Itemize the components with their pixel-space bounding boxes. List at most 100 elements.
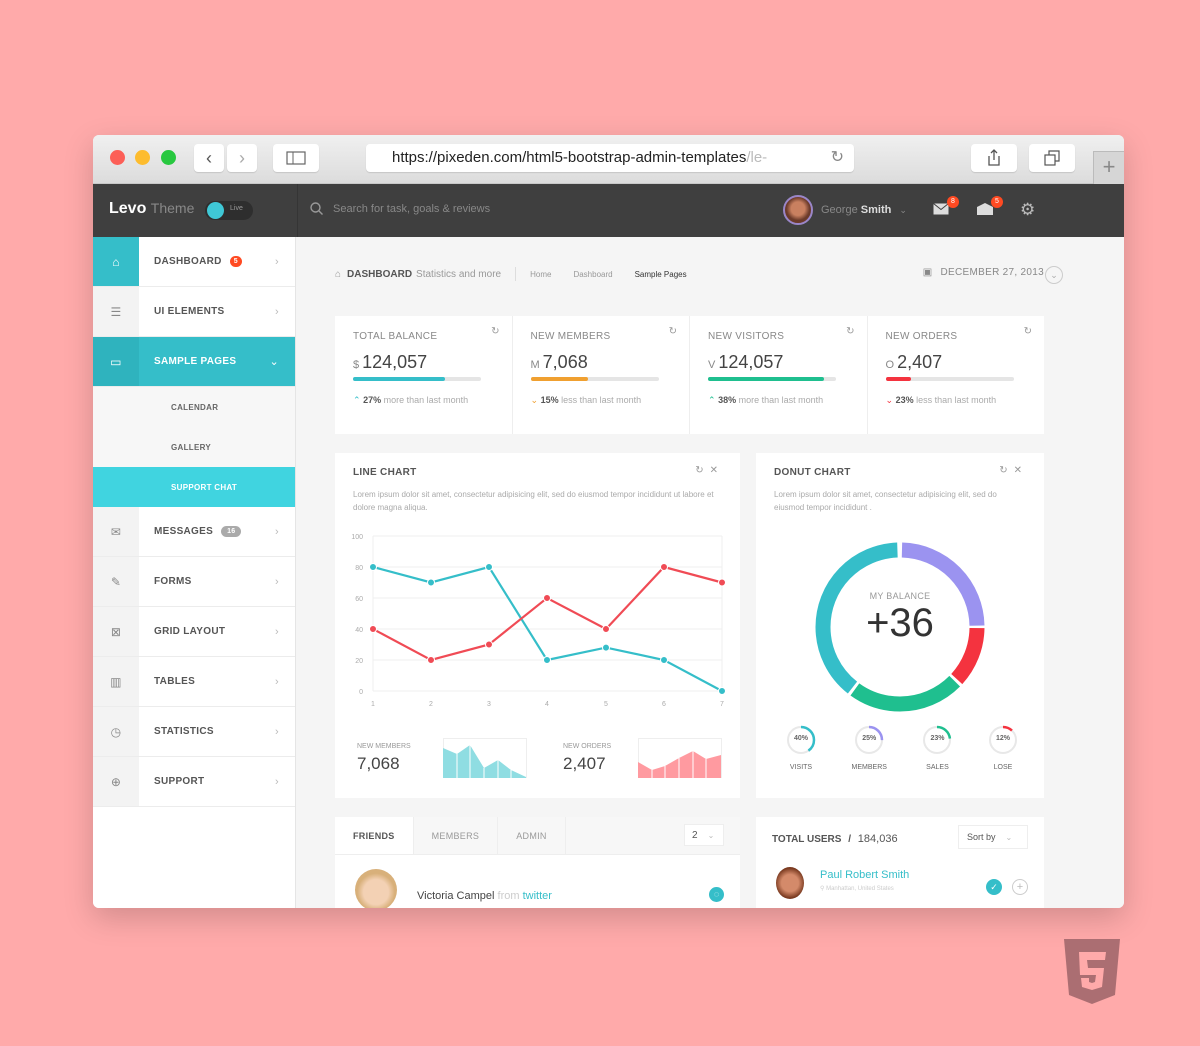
- refresh-icon[interactable]: ↻: [1023, 326, 1032, 337]
- stat-value: 124,057: [718, 352, 784, 372]
- arrow-up-icon: ⌃: [353, 395, 361, 405]
- inbox-button[interactable]: 5: [977, 196, 1003, 216]
- sidebar-item-label: SAMPLE PAGES: [154, 356, 237, 367]
- search-placeholder: Search for task, goals & reviews: [333, 202, 491, 215]
- breadcrumb-home[interactable]: Home: [530, 269, 552, 279]
- stat-total-balance: ↻ TOTAL BALANCE $124,057 ⌃ 27% more than…: [335, 316, 513, 434]
- settings-button[interactable]: ⚙: [1020, 200, 1038, 219]
- mail-icon: [933, 203, 949, 215]
- sort-by-select[interactable]: Sort by ⌄: [958, 825, 1028, 849]
- home-icon: ⌂: [335, 268, 342, 280]
- sidebar-subitem-support-chat[interactable]: SUPPORT CHAT: [93, 467, 295, 507]
- add-button[interactable]: +: [1012, 879, 1028, 895]
- calendar-icon: ▣: [922, 267, 933, 278]
- sidebar-subitem-calendar[interactable]: CALENDAR: [93, 387, 295, 427]
- sliders-icon: ☰: [93, 287, 139, 336]
- stat-value: 2,407: [897, 352, 943, 372]
- stat-pct: 38%: [718, 395, 737, 405]
- stats-row: ↻ TOTAL BALANCE $124,057 ⌃ 27% more than…: [335, 316, 1044, 434]
- ring-value: 40%: [793, 735, 808, 742]
- check-button[interactable]: ✓: [986, 879, 1002, 895]
- refresh-icon[interactable]: ↻: [695, 465, 710, 476]
- tab-members[interactable]: MEMBERS: [414, 817, 499, 854]
- new-tab-button[interactable]: +: [1093, 151, 1124, 184]
- sidebar-item-forms[interactable]: ✎ FORMS ›: [93, 557, 295, 607]
- dashboard-badge: 5: [229, 256, 242, 267]
- ring-value: 23%: [930, 735, 945, 742]
- reload-icon[interactable]: ↻: [830, 149, 844, 166]
- lifebuoy-icon: ⊕: [93, 757, 139, 806]
- live-toggle[interactable]: Live: [205, 201, 253, 220]
- tab-admin[interactable]: ADMIN: [498, 817, 566, 854]
- forward-button[interactable]: ›: [227, 144, 257, 172]
- close-icon[interactable]: ✕: [1013, 465, 1028, 476]
- back-button[interactable]: ‹: [194, 144, 224, 172]
- location-pin-icon: ⚲: [820, 886, 825, 892]
- chevron-right-icon: ›: [275, 725, 279, 738]
- stat-prefix: $: [353, 359, 360, 371]
- mini-value: 2,407: [563, 753, 606, 773]
- logo[interactable]: Levo Theme: [109, 200, 195, 217]
- sidebar-item-ui-elements[interactable]: ☰ UI ELEMENTS ›: [93, 287, 295, 337]
- mini-value: 7,068: [357, 753, 400, 773]
- page-select[interactable]: 2 ⌄: [684, 824, 724, 846]
- orders-sparkline: [638, 738, 723, 778]
- status-icon[interactable]: ◌: [709, 887, 724, 902]
- close-icon[interactable]: ✕: [709, 465, 724, 476]
- avatar: [783, 195, 813, 225]
- card-controls: ↻✕: [695, 465, 724, 476]
- sidebar-item-messages[interactable]: ✉ MESSAGES 16 ›: [93, 507, 295, 557]
- mail-badge: 8: [947, 196, 959, 208]
- refresh-icon[interactable]: ↻: [491, 326, 500, 337]
- share-button[interactable]: [971, 144, 1017, 172]
- sidebar-item-support[interactable]: ⊕ SUPPORT ›: [93, 757, 295, 807]
- svg-text:6: 6: [662, 701, 666, 708]
- sidebar-item-label: STATISTICS: [154, 726, 214, 737]
- refresh-icon[interactable]: ↻: [668, 326, 677, 337]
- sidebar-item-label: SUPPORT: [154, 776, 205, 787]
- minimize-window-button[interactable]: [135, 150, 150, 165]
- refresh-icon[interactable]: ↻: [846, 326, 855, 337]
- search-icon: [310, 202, 323, 215]
- sidebar-item-label: FORMS: [154, 576, 192, 587]
- ring-gauge: [786, 725, 816, 755]
- sidebar-item-sample-pages[interactable]: ▭ SAMPLE PAGES ⌄: [93, 337, 295, 387]
- chevron-down-icon: ⌄: [269, 356, 279, 368]
- sidebar-item-statistics[interactable]: ◷ STATISTICS ›: [93, 707, 295, 757]
- search-input[interactable]: Search for task, goals & reviews: [310, 202, 490, 215]
- maximize-window-button[interactable]: [161, 150, 176, 165]
- sidebar-item-grid-layout[interactable]: ⊠ GRID LAYOUT ›: [93, 607, 295, 657]
- members-sparkline: [442, 738, 527, 778]
- chevron-right-icon: ›: [275, 575, 279, 588]
- app-header: Levo Theme Live Search for task, goals &…: [93, 184, 1124, 237]
- donut-center: MY BALANCE +36: [810, 591, 990, 645]
- friend-source-link[interactable]: twitter: [522, 890, 552, 902]
- date-dropdown-button[interactable]: ⌄: [1045, 266, 1063, 284]
- avatar: [355, 869, 397, 908]
- sidebar-item-label: TABLES: [154, 676, 196, 687]
- user-menu[interactable]: George Smith ⌄: [783, 195, 907, 225]
- address-bar[interactable]: https://pixeden.com/html5-bootstrap-admi…: [366, 144, 854, 172]
- toggle-knob: [207, 202, 224, 219]
- progress-bar: [530, 377, 659, 381]
- mail-button[interactable]: 8: [933, 196, 959, 216]
- svg-text:1: 1: [371, 701, 375, 708]
- breadcrumb-dashboard[interactable]: Dashboard: [573, 269, 613, 279]
- tabs-button[interactable]: [1029, 144, 1075, 172]
- user-row[interactable]: Paul Robert Smith ⚲ Manhattan, United St…: [820, 869, 909, 892]
- close-window-button[interactable]: [110, 150, 125, 165]
- refresh-icon[interactable]: ↻: [999, 465, 1014, 476]
- sidebar-subitem-gallery[interactable]: GALLERY: [93, 427, 295, 467]
- stat-new-visitors: ↻ NEW VISITORS V 124,057 ⌃ 38% more than …: [690, 316, 868, 434]
- main-content: ⌂ DASHBOARD Statistics and more Home Das…: [297, 237, 1124, 908]
- chevron-down-icon: ⌄: [707, 830, 715, 840]
- sidebar-toggle-button[interactable]: [273, 144, 319, 172]
- stat-prefix: V: [708, 359, 716, 371]
- donut-chart-card: ↻✕ DONUT CHART Lorem ipsum dolor sit ame…: [756, 453, 1044, 798]
- friend-row[interactable]: Victoria Campel from twitter: [417, 890, 552, 902]
- ring-visits: 40% VISITS: [786, 725, 816, 771]
- edit-icon: ✎: [93, 557, 139, 606]
- sidebar-item-tables[interactable]: ▥ TABLES ›: [93, 657, 295, 707]
- tab-friends[interactable]: FRIENDS: [335, 817, 414, 854]
- sidebar-item-dashboard[interactable]: ⌂ DASHBOARD 5 ›: [93, 237, 295, 287]
